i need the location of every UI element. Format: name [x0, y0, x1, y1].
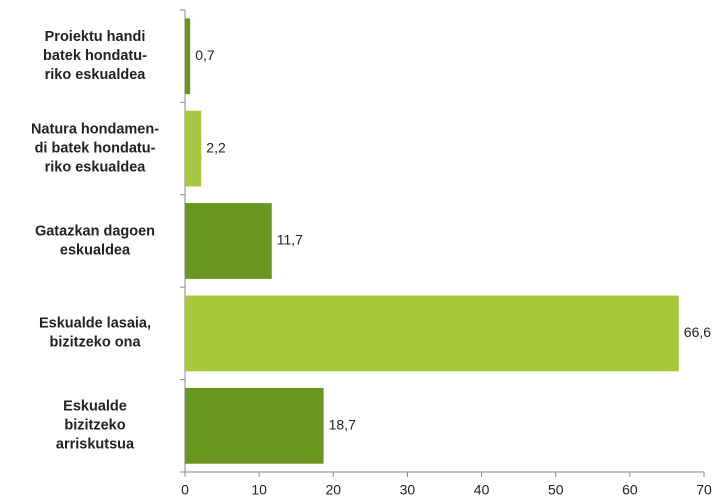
category-label: di batek hondatu-: [35, 140, 156, 156]
category-label: riko eskualdea: [45, 67, 147, 83]
bar: [185, 388, 324, 464]
category-label: eskualdea: [60, 242, 131, 258]
x-tick-label: 70: [696, 482, 712, 498]
value-label: 18,7: [329, 417, 356, 433]
x-tick-label: 60: [622, 482, 638, 498]
category-label: bizitzeko: [64, 418, 125, 434]
bar: [185, 18, 190, 94]
category-label: Eskualde lasaia,: [39, 316, 151, 332]
bar: [185, 203, 272, 279]
category-label: Gatazkan dagoen: [35, 223, 155, 239]
chart: 0 10 20 30 40 50 60 70 Proiektu handi batek honda…: [0, 0, 720, 502]
value-label: 0,7: [195, 47, 215, 63]
x-tick-label: 30: [400, 482, 416, 498]
x-tick-label: 0: [181, 482, 189, 498]
bar: [185, 111, 201, 187]
value-label: 66,6: [684, 324, 711, 340]
x-tick-label: 20: [325, 482, 341, 498]
category-label: Natura hondamen-: [31, 121, 159, 137]
x-tick-label: 40: [474, 482, 490, 498]
value-label: 11,7: [277, 232, 303, 248]
value-label: 2,2: [206, 139, 226, 155]
category-label: bizitzeko ona: [49, 335, 141, 351]
x-tick-label: 50: [548, 482, 564, 498]
category-label: Eskualde: [63, 399, 127, 415]
category-label: Proiektu handi: [45, 29, 146, 45]
x-tick-label: 10: [251, 482, 267, 498]
bar: [185, 296, 679, 372]
category-label: batek hondatu-: [43, 48, 147, 64]
category-label: riko eskualdea: [45, 159, 147, 175]
category-label: arriskutsua: [56, 437, 135, 453]
